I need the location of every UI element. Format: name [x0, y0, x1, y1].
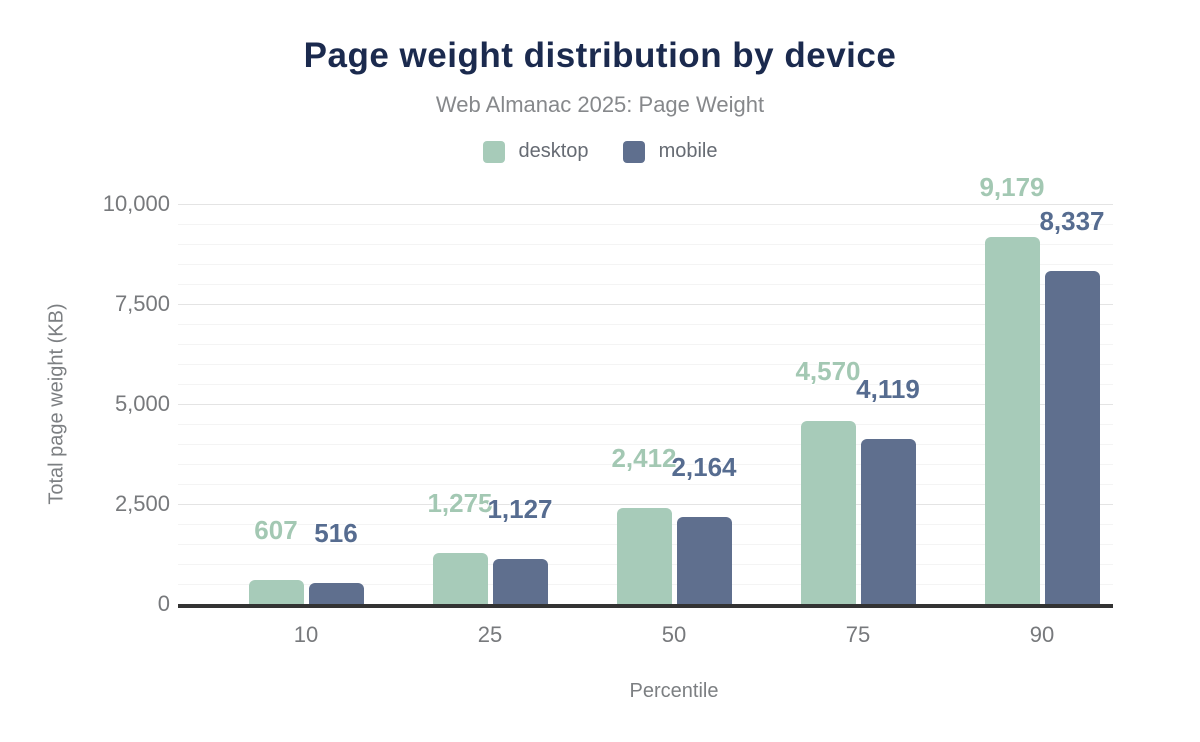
- bar-desktop-p50: [616, 507, 672, 604]
- page-title: Page weight distribution by device: [303, 36, 897, 75]
- bar-mobile-p10: [308, 583, 364, 604]
- gridline-minor: [178, 364, 1113, 365]
- gridline-minor: [178, 344, 1113, 345]
- gridline-major: [178, 304, 1113, 305]
- y-tick-label: 0: [157, 591, 170, 616]
- value-label-desktop-p25: 1,275: [427, 488, 493, 518]
- x-axis-title: Percentile: [629, 680, 719, 702]
- gridline-major: [178, 204, 1113, 205]
- gridline-minor: [178, 264, 1113, 265]
- gridline-minor: [178, 324, 1113, 325]
- page-subtitle: Web Almanac 2025: Page Weight: [435, 92, 765, 117]
- bar-desktop-p90: [984, 236, 1040, 604]
- x-tick-label: 90: [1029, 622, 1055, 647]
- bar-desktop-p75: [800, 421, 856, 604]
- gridline-minor: [178, 424, 1113, 425]
- bar-desktop-p10: [248, 579, 304, 604]
- gridline-minor: [178, 284, 1113, 285]
- x-axis-line: [178, 604, 1113, 608]
- value-label-desktop-p75: 4,570: [795, 356, 861, 387]
- x-tick-label: 25: [477, 622, 503, 647]
- legend-item-desktop[interactable]: desktop: [482, 140, 589, 163]
- bar-mobile-p25: [492, 558, 548, 604]
- gridline-major: [178, 404, 1113, 405]
- legend: desktop mobile: [0, 140, 1200, 163]
- y-tick-label: 7,500: [114, 291, 170, 316]
- bar-mobile-p50: [676, 517, 732, 604]
- gridline-minor: [178, 444, 1113, 445]
- value-label-mobile-p90: 8,337: [1039, 205, 1105, 236]
- gridline-minor: [178, 384, 1113, 385]
- value-label-mobile-p10: 516: [314, 518, 358, 549]
- legend-label-mobile: mobile: [658, 140, 718, 162]
- gridline-major: [178, 504, 1113, 505]
- y-tick-label: 5,000: [114, 391, 170, 416]
- value-label-mobile-p75: 4,119: [856, 374, 920, 405]
- bar-desktop-p25: [432, 553, 488, 604]
- value-label-mobile-p25: 1,127: [487, 493, 553, 524]
- bar-mobile-p75: [860, 439, 916, 604]
- gridline-minor: [178, 244, 1113, 245]
- value-label-desktop-p50: 2,412: [611, 442, 677, 473]
- value-label-mobile-p50: 2,164: [671, 452, 737, 483]
- legend-label-desktop: desktop: [518, 140, 589, 162]
- gridline-minor: [178, 464, 1113, 465]
- legend-swatch-desktop: [482, 140, 505, 163]
- gridline-minor: [178, 224, 1113, 225]
- legend-swatch-mobile: [622, 140, 645, 163]
- y-tick-label: 2,500: [114, 491, 170, 516]
- y-axis-title: Total page weight (KB): [45, 303, 68, 505]
- legend-item-mobile[interactable]: mobile: [622, 140, 718, 163]
- value-label-desktop-p90: 9,179: [979, 171, 1045, 202]
- x-tick-label: 50: [661, 622, 687, 647]
- x-tick-label: 10: [293, 622, 319, 647]
- y-tick-label: 10,000: [102, 191, 170, 216]
- value-label-desktop-p10: 607: [254, 514, 298, 545]
- gridline-minor: [178, 484, 1113, 485]
- x-tick-label: 75: [845, 622, 871, 647]
- bar-mobile-p90: [1044, 270, 1100, 604]
